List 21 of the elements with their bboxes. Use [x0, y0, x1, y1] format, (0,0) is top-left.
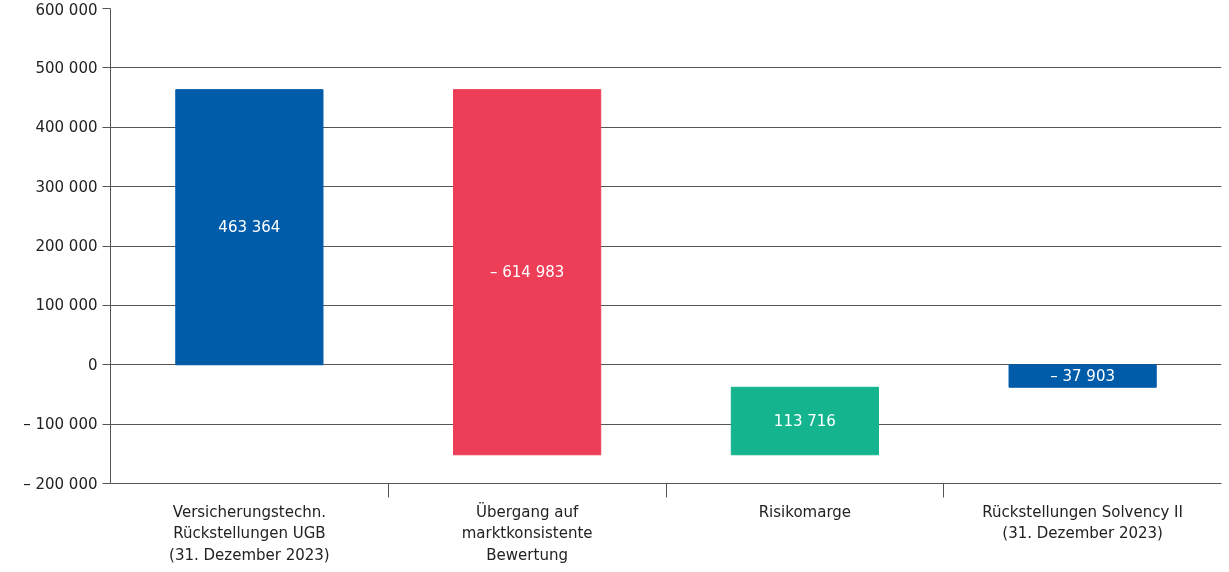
x-tick-label: Risikomarge	[758, 502, 852, 521]
bar	[175, 89, 324, 366]
x-tick-label: Versicherungstechn. Rückstellungen UGB (31. Dezember 2023)	[169, 502, 330, 564]
y-tick-label: 300 000	[35, 177, 98, 196]
y-tick-label: 500 000	[35, 58, 98, 77]
y-tick-label: – 200 000	[23, 474, 98, 493]
bar	[453, 89, 602, 456]
y-tick-label: 400 000	[35, 118, 98, 137]
bar	[1008, 364, 1157, 388]
y-tick-label: 200 000	[35, 237, 98, 255]
data-label: – 37 903	[1050, 367, 1116, 385]
x-tick-label: Übergang auf marktkonsistente Bewertung	[461, 501, 593, 564]
x-tick-label: Rückstellungen Solvency II (31. Dezember 2023)	[982, 502, 1183, 543]
data-label: 463 364	[218, 218, 281, 237]
bar	[730, 386, 879, 456]
y-tick-label: – 100 000	[23, 415, 98, 434]
data-label: – 614 983	[489, 263, 565, 282]
y-tick-label: 600 000	[35, 0, 98, 19]
y-tick-label: 100 000	[35, 296, 98, 315]
y-tick-label: 0	[87, 355, 98, 374]
data-label: 113 716	[773, 412, 836, 431]
